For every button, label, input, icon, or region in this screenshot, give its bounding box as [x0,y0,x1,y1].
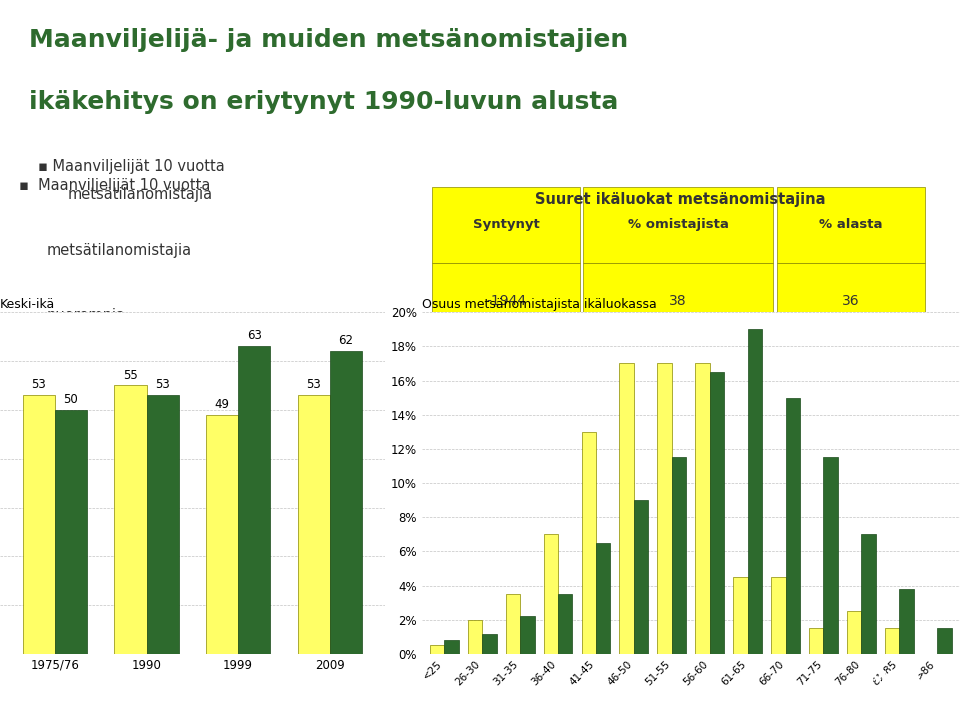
Text: 22: 22 [669,369,686,384]
Text: Keski-ikä: Keski-ikä [0,298,56,311]
Text: 55: 55 [123,369,138,381]
Bar [543,534,558,654]
Bar [824,458,838,654]
Bar [582,432,596,654]
Text: 53: 53 [156,379,170,391]
Bar [619,364,634,654]
Bar [329,351,362,654]
Bar [596,543,611,654]
Text: 53: 53 [32,379,46,391]
Text: 50: 50 [63,393,79,406]
Bar [937,628,951,654]
Text: metsätilanomistajia: metsätilanomistajia [46,243,191,258]
Bar [709,372,724,654]
Text: 62: 62 [338,334,353,348]
Text: nuorempia: nuorempia [46,308,125,324]
Bar [206,415,238,654]
FancyBboxPatch shape [583,187,773,263]
Bar [885,628,900,654]
Bar [748,329,762,654]
Bar [634,501,648,654]
Bar [771,577,785,654]
Bar [506,594,520,654]
Text: 11: 11 [472,673,488,686]
Bar [861,534,876,654]
FancyBboxPatch shape [583,415,773,491]
Text: 36: 36 [842,294,859,308]
Text: ikäkehitys on eriytynyt 1990-luvun alusta: ikäkehitys on eriytynyt 1990-luvun alust… [29,90,618,114]
Bar [520,616,535,654]
Text: -1944: -1944 [486,294,526,308]
Text: 49: 49 [215,398,229,411]
Text: 1945-50: 1945-50 [477,369,535,384]
Text: METLA: METLA [867,670,941,689]
Bar [482,634,496,654]
Bar [55,410,87,654]
Bar [900,589,914,654]
Bar [695,364,709,654]
Bar [23,396,55,654]
Bar [809,628,824,654]
Bar [785,398,800,654]
FancyBboxPatch shape [777,338,924,415]
FancyBboxPatch shape [432,187,580,263]
FancyBboxPatch shape [777,187,924,263]
Text: % alasta: % alasta [819,219,882,231]
Bar [672,458,686,654]
Bar [147,396,179,654]
Bar [733,577,748,654]
Bar [430,646,444,654]
Text: 1951-: 1951- [486,446,526,460]
Text: Metsänomistaja 2010, 20.11.2009: Metsänomistaja 2010, 20.11.2009 [10,673,211,686]
Text: % omistajista: % omistajista [628,219,729,231]
Text: ▪ Maanviljelijät 10 vuotta: ▪ Maanviljelijät 10 vuotta [38,159,226,174]
Text: Syntynyt: Syntynyt [473,219,540,231]
FancyBboxPatch shape [777,415,924,491]
FancyBboxPatch shape [583,338,773,415]
Bar [238,346,270,654]
FancyBboxPatch shape [432,415,580,491]
Bar [658,364,672,654]
Text: Maanviljelijä- ja muiden metsänomistajien: Maanviljelijä- ja muiden metsänomistajie… [29,28,628,52]
Text: metsätilanomistajia: metsätilanomistajia [67,187,212,202]
Text: 53: 53 [306,379,321,391]
Text: 38: 38 [669,294,686,308]
Bar [114,386,147,654]
Bar [444,640,459,654]
Text: 41: 41 [669,446,686,460]
FancyBboxPatch shape [432,338,580,415]
Bar [298,396,329,654]
FancyBboxPatch shape [432,263,580,338]
Text: 19: 19 [842,369,859,384]
Bar [468,620,482,654]
Text: ▪  Taustalla sukupolven-: ▪ Taustalla sukupolven- [19,383,197,398]
Text: vaihdoskäytännöt: vaihdoskäytännöt [46,448,178,463]
Text: 63: 63 [247,329,261,343]
Bar [558,594,572,654]
Text: Osuus metsänomistajista ikäluokassa: Osuus metsänomistajista ikäluokassa [421,298,657,311]
Text: Suuret ikäluokat metsänomistajina: Suuret ikäluokat metsänomistajina [535,192,826,207]
Bar [847,611,861,654]
Text: 44: 44 [842,446,859,460]
Text: ▪  Maanviljelijät 10 vuotta: ▪ Maanviljelijät 10 vuotta [19,178,210,192]
FancyBboxPatch shape [777,263,924,338]
FancyBboxPatch shape [583,263,773,338]
